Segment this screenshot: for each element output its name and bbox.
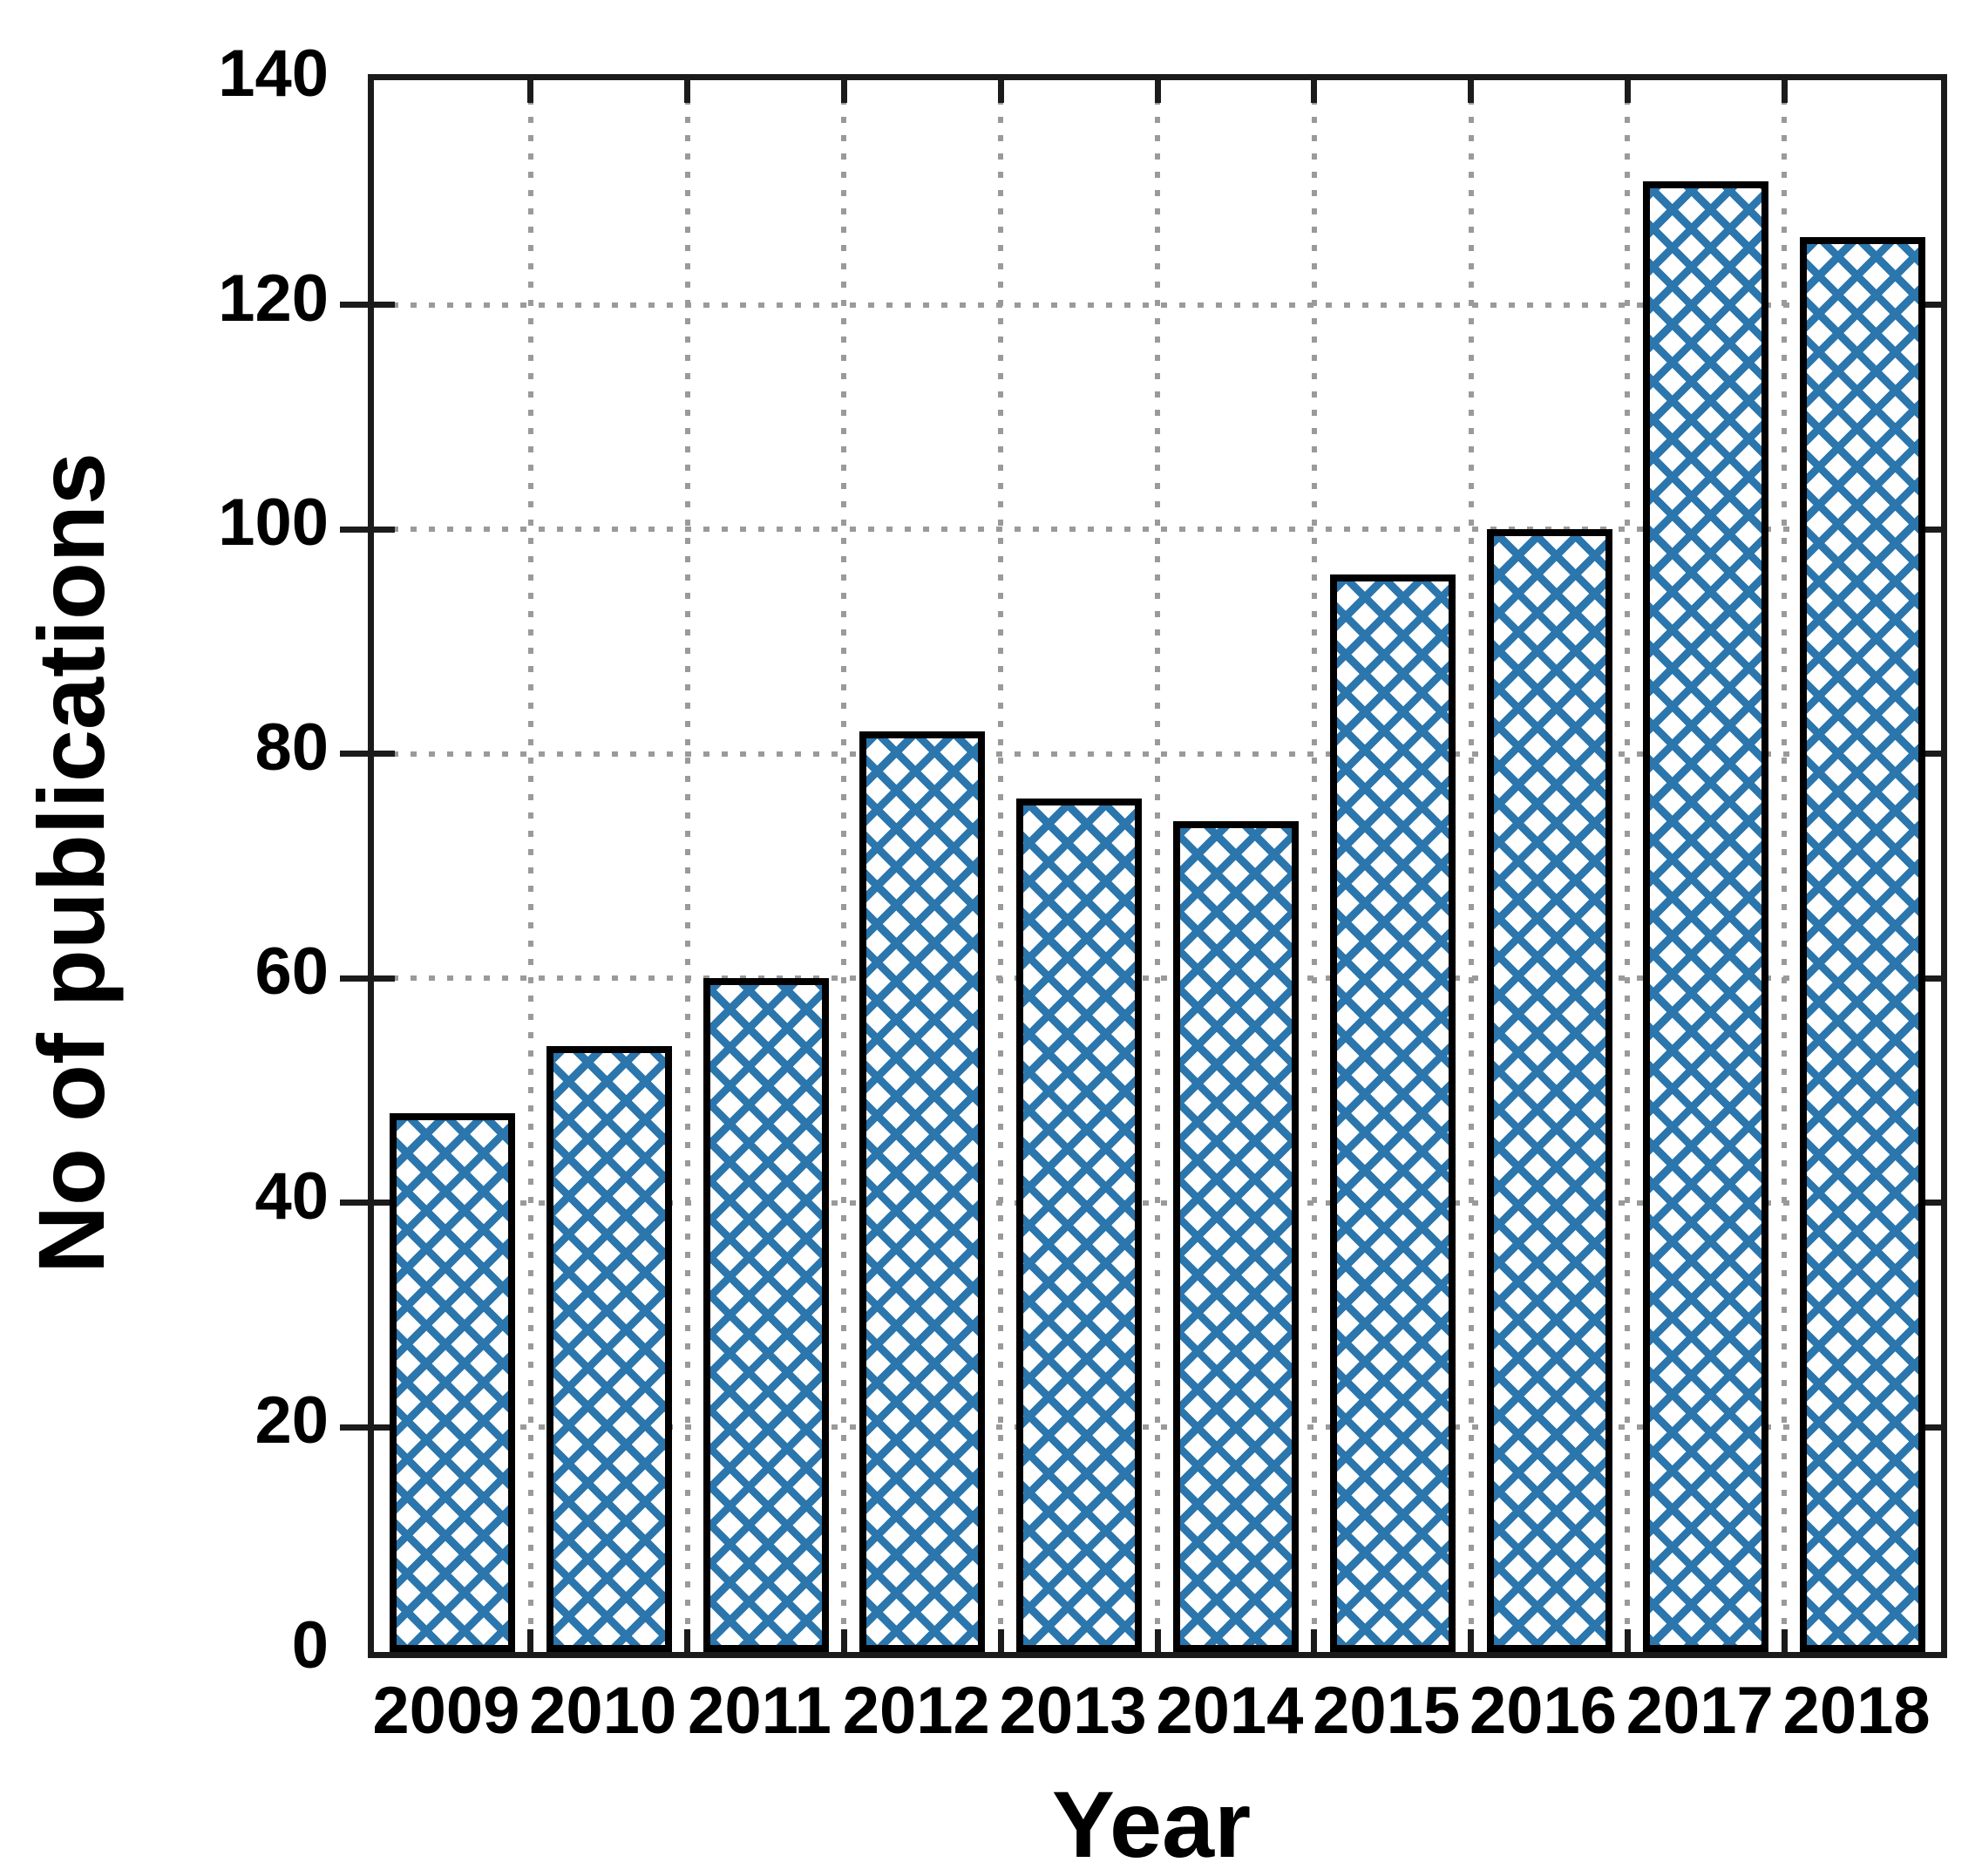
v-gridline-1 — [527, 80, 533, 1652]
x-tick-bottom-5 — [1154, 1629, 1161, 1658]
bar-2018 — [1800, 237, 1926, 1652]
y-tick-left-40 — [340, 1200, 395, 1206]
x-tick-top-8 — [1624, 74, 1631, 103]
x-tick-top-4 — [997, 74, 1004, 103]
y-axis-label: No of publications — [18, 452, 124, 1274]
y-tick-label-100: 100 — [218, 486, 329, 561]
x-tick-bottom-8 — [1624, 1629, 1631, 1658]
x-tick-bottom-9 — [1781, 1629, 1788, 1658]
x-tick-label-2011: 2011 — [688, 1674, 831, 1748]
v-gridline-9 — [1782, 80, 1788, 1652]
y-tick-left-120 — [340, 302, 395, 309]
y-tick-label-120: 120 — [218, 261, 329, 336]
x-tick-bottom-6 — [1311, 1629, 1318, 1658]
x-tick-top-5 — [1154, 74, 1161, 103]
v-gridline-6 — [1311, 80, 1317, 1652]
x-tick-bottom-4 — [997, 1629, 1004, 1658]
y-tick-left-80 — [340, 751, 395, 758]
y-tick-label-40: 40 — [255, 1159, 329, 1234]
x-tick-top-2 — [684, 74, 691, 103]
bar-2017 — [1643, 180, 1769, 1652]
x-tick-label-2012: 2012 — [842, 1674, 990, 1748]
y-tick-label-0: 0 — [291, 1608, 329, 1682]
x-tick-bottom-1 — [527, 1629, 534, 1658]
x-tick-label-2015: 2015 — [1313, 1674, 1461, 1748]
y-tick-right-60 — [1918, 975, 1947, 982]
v-gridline-7 — [1468, 80, 1474, 1652]
y-tick-left-20 — [340, 1424, 395, 1431]
x-tick-top-1 — [527, 74, 534, 103]
bar-2016 — [1486, 529, 1612, 1652]
x-tick-label-2010: 2010 — [529, 1674, 677, 1748]
bar-2009 — [390, 1112, 515, 1652]
bar-2010 — [546, 1045, 672, 1652]
x-tick-label-2018: 2018 — [1782, 1674, 1931, 1748]
bar-2012 — [859, 731, 986, 1652]
y-tick-right-40 — [1918, 1200, 1947, 1206]
x-tick-bottom-2 — [684, 1629, 691, 1658]
y-tick-left-60 — [340, 975, 395, 982]
y-tick-label-20: 20 — [255, 1383, 329, 1458]
bar-2015 — [1329, 574, 1456, 1652]
y-tick-label-140: 140 — [218, 37, 329, 111]
y-tick-label-60: 60 — [255, 935, 329, 1009]
plot-area — [340, 74, 1947, 1658]
x-tick-label-2014: 2014 — [1156, 1674, 1304, 1748]
x-tick-label-2009: 2009 — [372, 1674, 520, 1748]
bar-2013 — [1016, 799, 1143, 1652]
y-tick-right-20 — [1918, 1424, 1947, 1431]
v-gridline-8 — [1625, 80, 1631, 1652]
x-tick-top-9 — [1781, 74, 1788, 103]
bar-2011 — [703, 978, 829, 1652]
y-tick-right-100 — [1918, 526, 1947, 533]
y-tick-left-100 — [340, 526, 395, 533]
v-gridline-3 — [841, 80, 847, 1652]
x-tick-top-6 — [1311, 74, 1318, 103]
x-tick-top-3 — [840, 74, 847, 103]
x-tick-label-2013: 2013 — [999, 1674, 1147, 1748]
x-tick-top-7 — [1468, 74, 1475, 103]
y-tick-label-80: 80 — [255, 710, 329, 785]
x-tick-label-2017: 2017 — [1626, 1674, 1774, 1748]
x-axis-label: Year — [1051, 1771, 1252, 1876]
x-tick-label-2016: 2016 — [1469, 1674, 1618, 1748]
v-gridline-5 — [1155, 80, 1160, 1652]
y-tick-right-80 — [1918, 751, 1947, 758]
x-tick-bottom-3 — [840, 1629, 847, 1658]
x-tick-bottom-7 — [1468, 1629, 1475, 1658]
y-tick-right-120 — [1918, 302, 1947, 309]
bar-2014 — [1173, 821, 1299, 1652]
v-gridline-4 — [998, 80, 1004, 1652]
v-gridline-2 — [684, 80, 690, 1652]
